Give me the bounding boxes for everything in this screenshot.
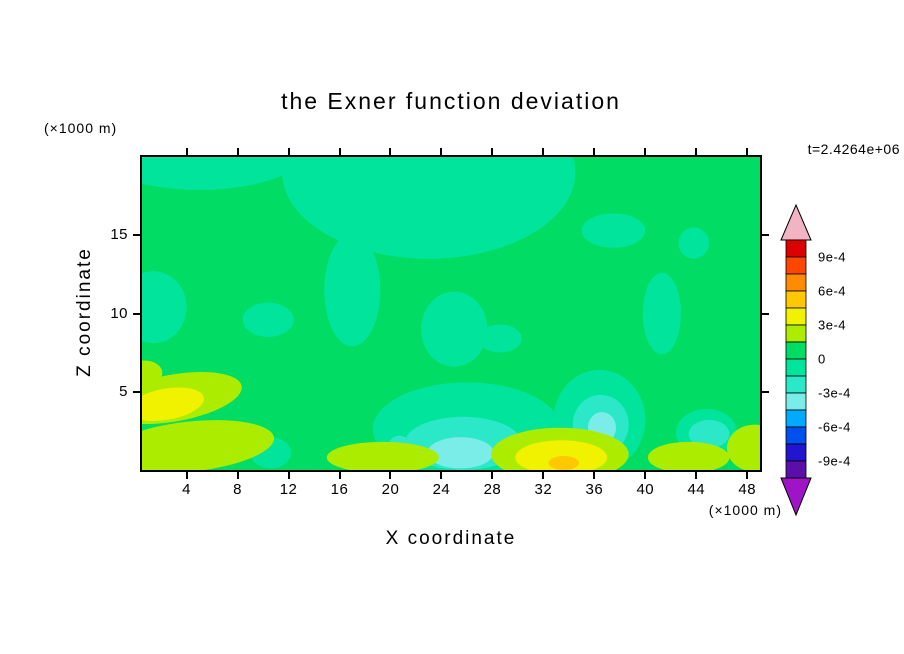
x-axis-tick <box>542 472 545 479</box>
x-axis-tick <box>389 472 392 479</box>
y-tick-label: 15 <box>110 226 128 244</box>
field-region-p2 <box>515 440 608 470</box>
colorbar-arrow-bottom <box>780 477 812 517</box>
colorbar-band <box>785 273 807 292</box>
x-axis-tick <box>287 472 290 479</box>
colorbar-band <box>785 290 807 309</box>
x-axis-tick <box>338 148 341 155</box>
colorbar-band <box>785 307 807 326</box>
colorbar-band <box>785 392 807 411</box>
x-axis-tick <box>695 472 698 479</box>
x-axis-tick <box>491 472 494 479</box>
x-axis-tick <box>746 472 749 479</box>
x-tick-label: 8 <box>233 481 242 498</box>
field-region-p1 <box>142 360 163 386</box>
colorbar-tick-label: -3e-4 <box>818 386 851 401</box>
x-axis-tick <box>644 472 647 479</box>
colorbar-tick-label: 0 <box>818 352 826 367</box>
x-axis-tick <box>593 148 596 155</box>
colorbar-band <box>785 426 807 445</box>
field-region-m1 <box>142 271 187 344</box>
x-axis-units-label: (×1000 m) <box>708 502 782 518</box>
field-region-p1 <box>142 420 275 470</box>
field-region-m1 <box>478 324 522 353</box>
x-tick-label: 28 <box>483 481 502 498</box>
x-axis-tick <box>542 148 545 155</box>
colorbar-arrow-top <box>780 203 812 241</box>
colorbar-band <box>785 256 807 275</box>
x-axis-tick <box>236 472 239 479</box>
y-axis-units-label: (×1000 m) <box>44 120 118 136</box>
y-axis-tick <box>133 312 140 315</box>
x-axis-tick <box>746 148 749 155</box>
field-region-m1 <box>581 213 646 248</box>
field-region-p1 <box>726 424 760 470</box>
field-region-m1 <box>282 157 576 259</box>
x-axis-tick <box>185 472 188 479</box>
x-tick-label: 36 <box>585 481 604 498</box>
x-axis-tick <box>185 148 188 155</box>
field-region-p3 <box>548 455 580 470</box>
y-axis-tick <box>762 312 769 315</box>
colorbar-band <box>785 375 807 394</box>
field-region-m1 <box>242 302 294 337</box>
x-axis-tick <box>491 148 494 155</box>
time-annotation: t=2.4264e+06 <box>807 141 900 157</box>
x-tick-label: 16 <box>330 481 349 498</box>
x-axis-tick <box>389 148 392 155</box>
y-axis-tick <box>762 390 769 393</box>
colorbar-band <box>785 460 807 479</box>
colorbar-band <box>785 409 807 428</box>
x-axis-tick <box>236 148 239 155</box>
y-axis-tick <box>133 234 140 237</box>
colorbar-band <box>785 239 807 258</box>
x-tick-label: 44 <box>687 481 706 498</box>
colorbar-band <box>785 324 807 343</box>
x-axis-tick <box>593 472 596 479</box>
x-tick-label: 40 <box>636 481 655 498</box>
x-axis-tick <box>338 472 341 479</box>
plot-frame <box>140 155 762 472</box>
contour-field <box>142 157 760 470</box>
y-axis-tick <box>133 390 140 393</box>
field-region-m3 <box>427 437 494 469</box>
field-region-m1 <box>642 272 681 355</box>
x-axis-tick <box>695 148 698 155</box>
colorbar-band <box>785 443 807 462</box>
x-tick-label: 24 <box>432 481 451 498</box>
x-axis-tick <box>440 148 443 155</box>
x-axis-title: X coordinate <box>385 528 517 549</box>
field-region-p2 <box>142 387 204 422</box>
field-region-p1 <box>647 441 730 470</box>
colorbar-tick-label: 9e-4 <box>818 250 846 265</box>
field-region-m1 <box>678 227 710 259</box>
x-axis-tick <box>644 148 647 155</box>
x-axis-tick <box>440 472 443 479</box>
colorbar-band <box>785 341 807 360</box>
field-region-m1 <box>421 291 488 367</box>
x-tick-label: 48 <box>738 481 757 498</box>
y-tick-label: 10 <box>110 304 128 322</box>
colorbar-tick-label: -9e-4 <box>818 454 851 469</box>
field-region-m1 <box>324 233 381 347</box>
field-region-m2 <box>688 419 730 449</box>
y-axis-tick <box>762 234 769 237</box>
colorbar: 9e-4 6e-4 3e-4 0 -3e-4 -6e-4 -9e-4 <box>780 203 851 517</box>
colorbar-tick-label: 3e-4 <box>818 318 846 333</box>
colorbar-band <box>785 358 807 377</box>
colorbar-tick-label: -6e-4 <box>818 420 851 435</box>
x-axis-tick <box>287 148 290 155</box>
y-tick-label: 5 <box>119 382 128 400</box>
x-tick-label: 12 <box>279 481 298 498</box>
x-tick-label: 20 <box>381 481 400 498</box>
field-region-p1 <box>326 441 439 470</box>
field-region-m1 <box>142 157 306 190</box>
x-tick-label: 4 <box>182 481 192 498</box>
x-tick-label: 32 <box>534 481 553 498</box>
figure-title: the Exner function deviation <box>281 88 621 114</box>
colorbar-tick-label: 6e-4 <box>818 284 846 299</box>
